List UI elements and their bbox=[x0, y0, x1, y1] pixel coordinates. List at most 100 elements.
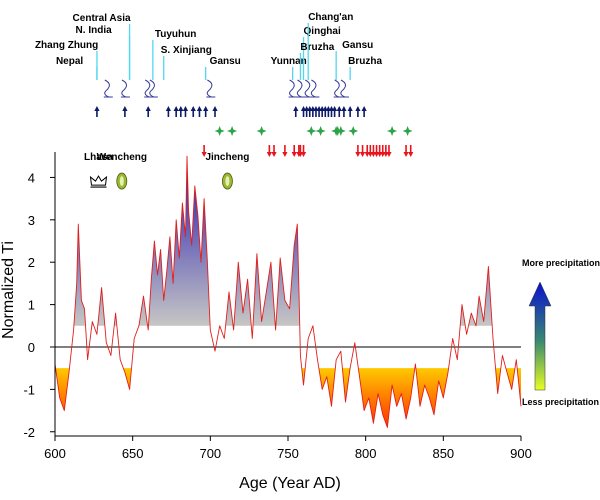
lens-icon bbox=[225, 176, 230, 187]
green-marker bbox=[306, 126, 317, 136]
tick-labels: 600 650 700 750 800 850 900 -2 -1 0 1 2 3 4 bbox=[23, 170, 531, 461]
red-arrow bbox=[408, 145, 414, 157]
legend-less-precipitation: Less precipitation bbox=[522, 397, 599, 407]
place-label: S. Xinjiang bbox=[161, 45, 212, 56]
y-tick-label: -2 bbox=[23, 425, 35, 440]
blue-arrow bbox=[300, 106, 307, 117]
annotation-label: Lhasa bbox=[84, 152, 113, 163]
blue-arrow bbox=[336, 106, 342, 117]
red-arrow bbox=[355, 145, 361, 157]
place-label: N. India bbox=[76, 25, 113, 36]
glyph-mark bbox=[103, 79, 113, 98]
glyph-mark bbox=[120, 79, 130, 98]
blue-arrow bbox=[347, 106, 353, 117]
blue-arrow bbox=[178, 106, 184, 117]
blue-arrow bbox=[203, 106, 209, 117]
blue-arrow bbox=[316, 106, 322, 117]
green-marker bbox=[335, 126, 346, 136]
y-tick-label: 4 bbox=[28, 170, 35, 185]
glyph-mark bbox=[144, 79, 154, 98]
blue-arrow bbox=[212, 106, 218, 117]
x-tick-label: 750 bbox=[277, 446, 299, 461]
red-arrow bbox=[367, 145, 373, 157]
axes bbox=[50, 152, 522, 441]
place-label: Gansu bbox=[210, 56, 241, 67]
x-tick-label: 600 bbox=[44, 446, 66, 461]
x-tick-label: 700 bbox=[199, 446, 221, 461]
red-arrow bbox=[380, 145, 386, 157]
blue-arrow bbox=[190, 106, 196, 117]
blue-arrow-row bbox=[94, 106, 367, 117]
blue-arrow bbox=[319, 106, 325, 117]
x-tick-label: 900 bbox=[510, 446, 532, 461]
place-label: Bruzha bbox=[300, 42, 334, 53]
red-arrow bbox=[377, 145, 383, 157]
x-tick-label: 800 bbox=[355, 446, 377, 461]
blue-arrow bbox=[165, 106, 171, 117]
blue-arrow bbox=[310, 106, 316, 117]
red-arrow bbox=[291, 145, 297, 157]
glyph-mark bbox=[310, 79, 320, 98]
red-arrow bbox=[266, 145, 272, 157]
blue-arrow bbox=[322, 106, 328, 117]
glyph-mark bbox=[288, 79, 298, 98]
place-label: Bruzha bbox=[348, 56, 382, 67]
wet-fill bbox=[73, 156, 493, 326]
green-marker-row bbox=[214, 126, 413, 136]
y-tick-label: -1 bbox=[23, 382, 35, 397]
blue-arrow bbox=[145, 106, 151, 117]
red-arrow bbox=[300, 145, 307, 157]
y-tick-label: 2 bbox=[28, 255, 35, 270]
place-label: Zhang Zhung bbox=[35, 40, 98, 51]
blue-arrow bbox=[313, 106, 319, 117]
place-label: Yunnan bbox=[271, 56, 307, 67]
place-label: Qinghai bbox=[304, 26, 341, 37]
blue-arrow bbox=[325, 106, 331, 117]
annotation-label: Jincheng bbox=[205, 152, 249, 163]
blue-arrow bbox=[361, 106, 367, 117]
dry-fill bbox=[55, 368, 521, 428]
glyph-mark bbox=[339, 79, 349, 98]
red-arrow bbox=[386, 145, 392, 157]
lens-icon bbox=[119, 176, 124, 187]
green-marker bbox=[227, 126, 238, 136]
y-tick-label: 0 bbox=[28, 340, 35, 355]
blue-arrow bbox=[122, 106, 128, 117]
red-arrow bbox=[403, 145, 409, 157]
annotation-label: Wencheng bbox=[97, 152, 147, 163]
green-marker bbox=[214, 126, 225, 136]
blue-arrow bbox=[293, 106, 299, 117]
glyph-row bbox=[103, 79, 349, 98]
precipitation-legend: More precipitation Less precipitation bbox=[522, 258, 600, 407]
glyph-mark bbox=[296, 79, 306, 98]
place-label: Central Asia bbox=[73, 13, 131, 24]
place-label: Gansu bbox=[342, 40, 373, 51]
green-marker bbox=[387, 126, 398, 136]
red-arrow bbox=[370, 145, 377, 157]
y-tick-label: 3 bbox=[28, 213, 35, 228]
blue-arrow bbox=[173, 106, 179, 117]
glyph-mark bbox=[206, 79, 216, 98]
shaded-regions bbox=[55, 156, 521, 428]
y-tick-label: 1 bbox=[28, 298, 35, 313]
crown-icon bbox=[89, 175, 108, 186]
red-arrow-row bbox=[201, 145, 414, 157]
blue-arrow bbox=[341, 106, 347, 117]
blue-arrow bbox=[304, 106, 310, 117]
legend-more-precipitation: More precipitation bbox=[522, 258, 600, 268]
x-tick-label: 650 bbox=[122, 446, 144, 461]
red-arrow bbox=[364, 145, 370, 157]
glyph-mark bbox=[148, 79, 158, 98]
red-arrow bbox=[297, 145, 304, 157]
place-label: Chang'an bbox=[308, 12, 353, 23]
y-axis-label: Normalized Ti bbox=[0, 241, 17, 339]
blue-arrow bbox=[196, 106, 203, 117]
red-arrow bbox=[271, 145, 277, 157]
red-arrow bbox=[282, 145, 288, 157]
blue-arrow bbox=[355, 106, 361, 117]
x-axis-label: Age (Year AD) bbox=[239, 475, 341, 492]
green-marker bbox=[348, 126, 359, 136]
x-tick-label: 850 bbox=[432, 446, 454, 461]
